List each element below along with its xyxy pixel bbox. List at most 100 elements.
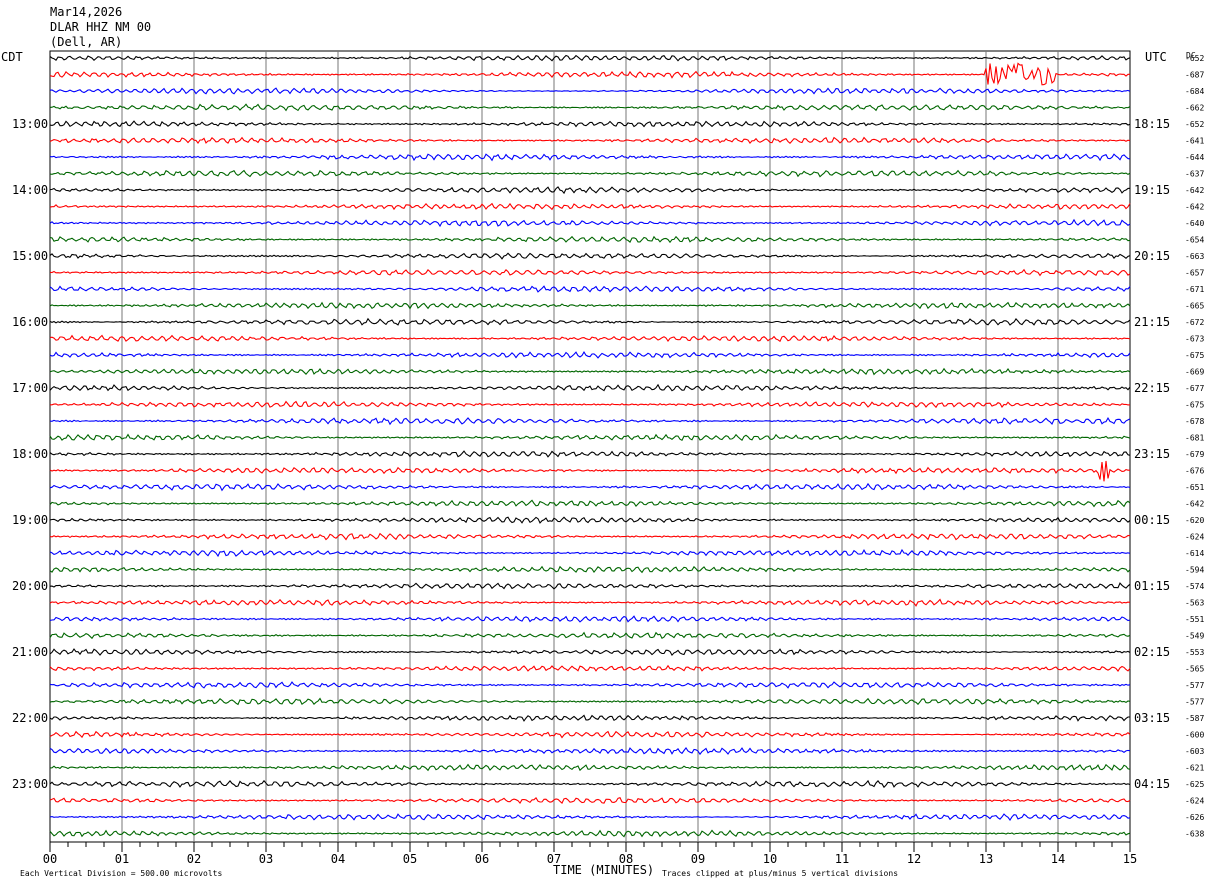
trace-25: [49, 460, 1130, 482]
left-hour-label: 20:00: [12, 579, 48, 593]
dc-offset-label: -671: [1185, 285, 1204, 294]
left-hour-label: 19:00: [12, 513, 48, 527]
dc-offset-label: -652: [1185, 120, 1204, 129]
trace-2: [49, 87, 1131, 95]
trace-44: [49, 779, 1131, 789]
dc-offset-label: -676: [1185, 467, 1204, 476]
trace-45: [49, 797, 1131, 805]
trace-46: [49, 813, 1131, 821]
right-hour-label: 20:15: [1134, 249, 1170, 263]
dc-offset-label: -553: [1185, 648, 1204, 657]
trace-1: [49, 62, 1130, 86]
x-tick-label: 03: [259, 852, 273, 866]
dc-offset-label: -657: [1185, 269, 1204, 278]
dc-offset-label: -637: [1185, 170, 1204, 179]
trace-36: [49, 648, 1131, 657]
left-hour-label: 17:00: [12, 381, 48, 395]
trace-47: [49, 829, 1131, 838]
right-hour-label: 01:15: [1134, 579, 1170, 593]
x-tick-label: 05: [403, 852, 417, 866]
dc-offset-label: -677: [1185, 384, 1204, 393]
dc-offset-label: -652: [1185, 54, 1204, 63]
clip-note: Traces clipped at plus/minus 5 vertical …: [662, 869, 898, 878]
dc-offset-label: -654: [1185, 236, 1204, 245]
minute-grid: [121, 51, 1059, 842]
left-hour-label: 15:00: [12, 249, 48, 263]
x-tick-label: 00: [43, 852, 57, 866]
right-hour-label: 19:15: [1134, 183, 1170, 197]
dc-offset-label: -577: [1185, 698, 1204, 707]
dc-offset-label: -679: [1185, 450, 1204, 459]
header-station: DLAR HHZ NM 00: [50, 20, 151, 34]
dc-offset-label: -665: [1185, 302, 1204, 311]
trace-22: [49, 417, 1131, 426]
dc-offset-label: -565: [1185, 665, 1204, 674]
dc-offset-label: -675: [1185, 351, 1204, 360]
trace-10: [49, 218, 1131, 228]
trace-35: [49, 631, 1131, 640]
trace-29: [49, 532, 1131, 541]
trace-41: [49, 730, 1131, 739]
dc-offset-label: -624: [1185, 797, 1204, 806]
dc-offset-label: -663: [1185, 252, 1204, 261]
right-hour-label: 21:15: [1134, 315, 1170, 329]
right-hour-label: 00:15: [1134, 513, 1170, 527]
trace-12: [49, 252, 1131, 260]
dc-offset-label: -549: [1185, 632, 1204, 641]
trace-37: [49, 664, 1131, 672]
header-date: Mar14,2026: [50, 5, 122, 19]
trace-17: [49, 334, 1131, 343]
left-hour-label: 14:00: [12, 183, 48, 197]
x-tick-label: 13: [979, 852, 993, 866]
dc-offset-label: -641: [1185, 137, 1204, 146]
x-tick-label: 01: [115, 852, 129, 866]
trace-19: [49, 367, 1131, 376]
trace-27: [49, 499, 1131, 508]
trace-33: [49, 598, 1131, 607]
scale-note: Each Vertical Division = 500.00 microvol…: [20, 869, 222, 878]
trace-43: [49, 763, 1131, 772]
dc-offset-label: -672: [1185, 318, 1204, 327]
left-hour-label: 16:00: [12, 315, 48, 329]
dc-offset-label: -594: [1185, 566, 1204, 575]
right-hour-label: 02:15: [1134, 645, 1170, 659]
trace-13: [49, 268, 1131, 277]
left-hour-label: 18:00: [12, 447, 48, 461]
x-tick-label: 11: [835, 852, 849, 866]
left-hour-label: 21:00: [12, 645, 48, 659]
x-tick-label: 14: [1051, 852, 1065, 866]
dc-offset-label: -614: [1185, 549, 1204, 558]
header-location: (Dell, AR): [50, 35, 122, 49]
dc-offset-label: -687: [1185, 71, 1204, 80]
left-zone-label: CDT: [1, 50, 23, 64]
x-tick-label: 08: [619, 852, 633, 866]
x-tick-label: 02: [187, 852, 201, 866]
trace-34: [49, 615, 1131, 623]
trace-18: [49, 351, 1131, 359]
right-hour-label: 04:15: [1134, 777, 1170, 791]
trace-14: [49, 285, 1131, 293]
plot-frame: [49, 50, 1131, 843]
dc-offset-label: -642: [1185, 500, 1204, 509]
x-axis: 00 01 02 03 04 05 06 07 08 09 10 11 12 13 14 15: [43, 842, 1137, 866]
traces: [49, 54, 1131, 838]
trace-32: [49, 582, 1131, 590]
dc-offset-label: -574: [1185, 582, 1204, 591]
x-tick-label: 06: [475, 852, 489, 866]
trace-3: [49, 103, 1131, 112]
trace-6: [49, 153, 1131, 162]
dc-offset-label: -681: [1185, 434, 1204, 443]
right-hour-label: 03:15: [1134, 711, 1170, 725]
dc-offset-label: -563: [1185, 599, 1204, 608]
x-tick-label: 10: [763, 852, 777, 866]
dc-offset-label: -678: [1185, 417, 1204, 426]
trace-40: [49, 714, 1130, 722]
dc-offset-label: -642: [1185, 203, 1204, 212]
x-tick-label: 15: [1123, 852, 1137, 866]
x-axis-label: TIME (MINUTES): [553, 863, 654, 877]
left-hour-labels: 13:00 14:00 15:00 16:00 17:00 18:00 19:00 20:00…: [12, 117, 48, 791]
trace-0: [49, 54, 1131, 62]
dc-offset-label: -620: [1185, 516, 1204, 525]
dc-offset-label: -669: [1185, 368, 1204, 377]
